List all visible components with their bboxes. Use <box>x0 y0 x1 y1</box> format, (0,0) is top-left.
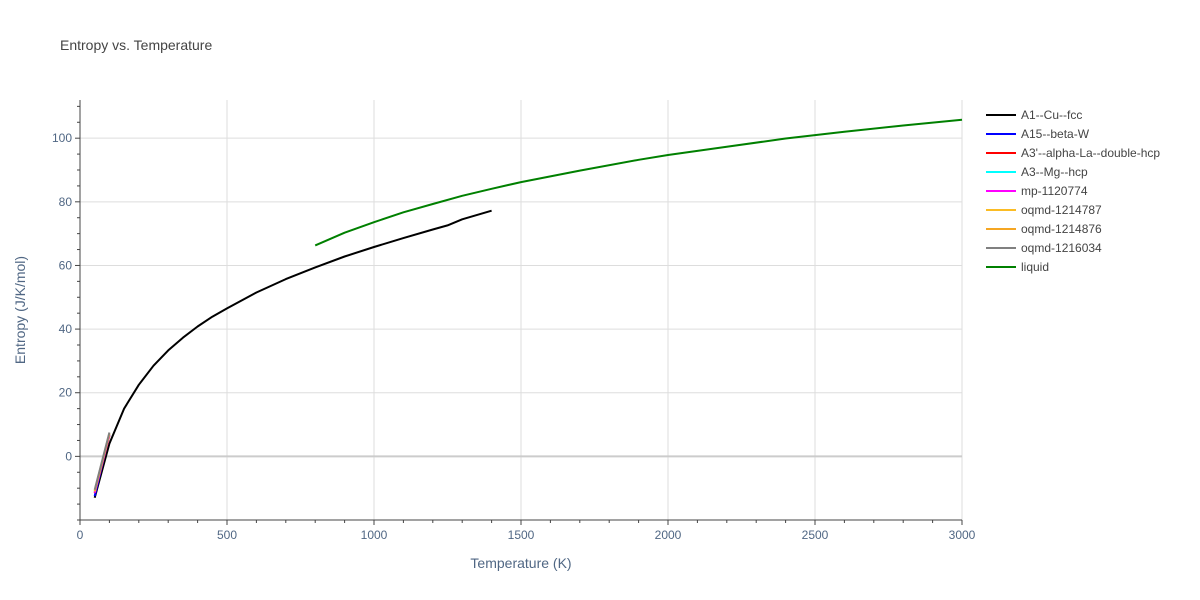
chart-title: Entropy vs. Temperature <box>60 37 212 53</box>
y-tick-label: 0 <box>65 449 72 463</box>
y-tick-label: 100 <box>52 131 72 145</box>
legend-label: mp-1120774 <box>1021 184 1088 198</box>
legend-label: A3--Mg--hcp <box>1021 165 1088 179</box>
series-line-a1-cu-fcc <box>93 209 492 498</box>
legend-item-a3-mg-hcp[interactable]: A3--Mg--hcp <box>986 165 1088 179</box>
x-tick-label: 1500 <box>508 528 535 542</box>
legend-label: oqmd-1216034 <box>1021 241 1102 255</box>
legend-label: liquid <box>1021 260 1049 274</box>
legend-item-oqmd-1216034[interactable]: oqmd-1216034 <box>986 241 1102 255</box>
legend-item-a1-cu-fcc[interactable]: A1--Cu--fcc <box>986 108 1082 122</box>
grid <box>80 100 963 520</box>
x-tick-label: 1000 <box>361 528 388 542</box>
series-line-liquid <box>314 118 963 247</box>
y-tick-label: 80 <box>59 195 73 209</box>
legend-label: A15--beta-W <box>1021 127 1090 141</box>
legend-label: A3'--alpha-La--double-hcp <box>1021 146 1160 160</box>
legend-label: oqmd-1214787 <box>1021 203 1102 217</box>
legend: A1--Cu--fcc A15--beta-W A3'--alpha-La--dou… <box>986 108 1160 274</box>
y-tick-label: 20 <box>59 386 73 400</box>
y-tick-label: 40 <box>59 322 73 336</box>
legend-label: oqmd-1214876 <box>1021 222 1102 236</box>
legend-item-liquid[interactable]: liquid <box>986 260 1049 274</box>
axes: 0 500 1000 1500 2000 2500 3000 0 20 40 60 80 100 <box>52 100 976 542</box>
plot-area <box>93 118 963 498</box>
x-tick-label: 2000 <box>655 528 682 542</box>
y-tick-label: 60 <box>59 258 73 272</box>
y-axis-title: Entropy (J/K/mol) <box>12 256 28 364</box>
x-axis-title: Temperature (K) <box>470 555 571 571</box>
x-tick-label: 0 <box>77 528 84 542</box>
legend-item-oqmd-1214876[interactable]: oqmd-1214876 <box>986 222 1102 236</box>
legend-item-oqmd-1214787[interactable]: oqmd-1214787 <box>986 203 1102 217</box>
x-tick-label: 3000 <box>949 528 976 542</box>
legend-item-mp-1120774[interactable]: mp-1120774 <box>986 184 1088 198</box>
legend-item-a15-beta-w[interactable]: A15--beta-W <box>986 127 1090 141</box>
series-line-oqmd-1216034 <box>93 432 111 491</box>
legend-label: A1--Cu--fcc <box>1021 108 1082 122</box>
x-tick-label: 2500 <box>802 528 829 542</box>
x-tick-label: 500 <box>217 528 237 542</box>
legend-item-a3-alpha-la-double-hcp[interactable]: A3'--alpha-La--double-hcp <box>986 146 1160 160</box>
